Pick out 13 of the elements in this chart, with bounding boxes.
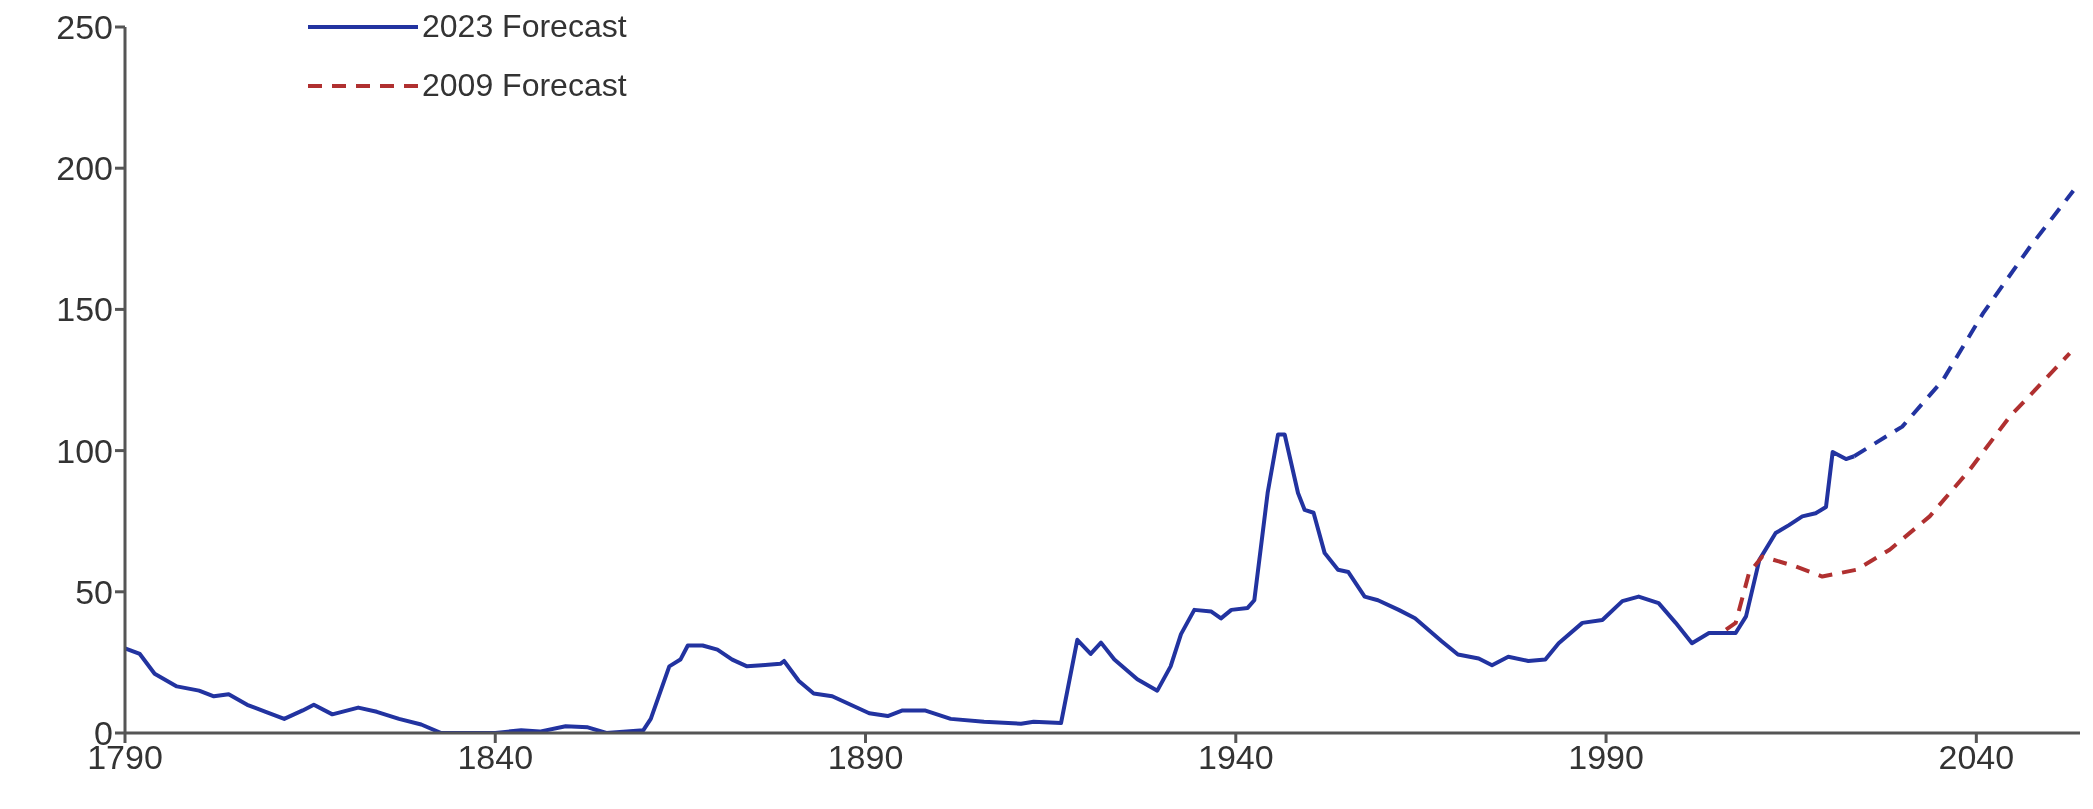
x-tick-label: 1890	[827, 738, 904, 777]
y-tick-label: 200	[56, 149, 113, 188]
x-tick-label: 1990	[1568, 738, 1644, 777]
x-tick-label: 1940	[1197, 738, 1274, 777]
legend-label: 2023 Forecast	[422, 8, 627, 45]
y-tick-label: 250	[56, 8, 113, 47]
x-tick-label: 1840	[457, 738, 534, 777]
y-tick-label: 150	[56, 290, 113, 329]
line-series	[1724, 351, 2072, 632]
y-tick-label: 50	[75, 572, 113, 611]
y-tick-label: 100	[56, 431, 113, 470]
x-tick-label: 2040	[1938, 738, 2015, 777]
legend-label: 2009 Forecast	[422, 67, 627, 104]
